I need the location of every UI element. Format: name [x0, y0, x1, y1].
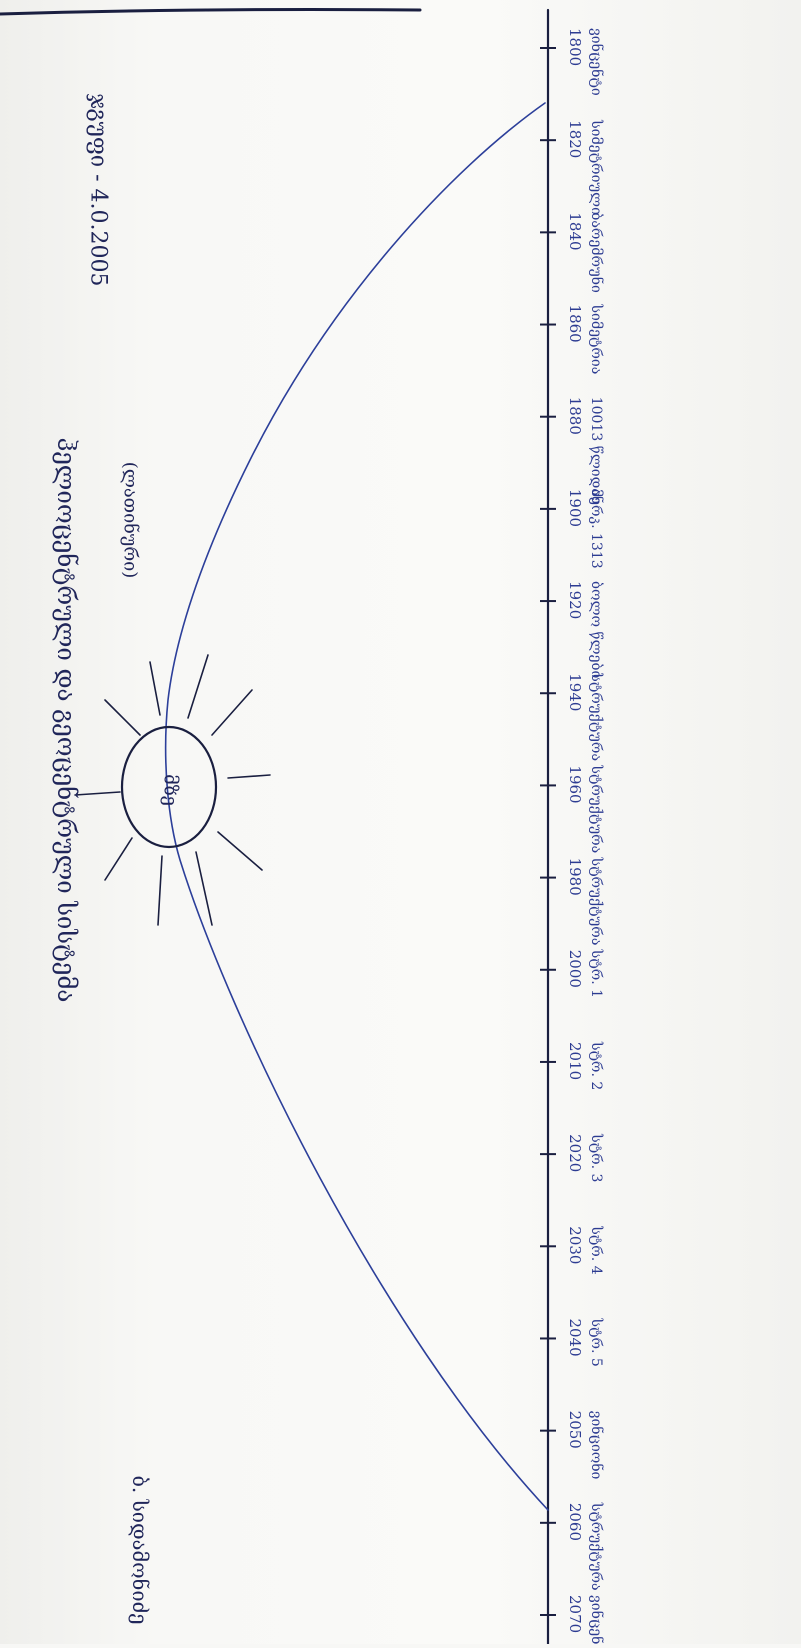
- author-signature: ბ. სიდამონიძე: [128, 1475, 152, 1625]
- tick-sublabel: სტრუქტურა: [588, 857, 605, 946]
- tick-sublabel: ბარემრუნი: [588, 212, 606, 293]
- header-title: ჰელიოცენტრული და გეოცენტრული სისტემა: [52, 437, 80, 1003]
- tick-sublabel: ბოლო წლები: [588, 581, 605, 678]
- tick-label: 2040: [566, 1318, 584, 1356]
- tick-label: 1840: [566, 212, 584, 250]
- tick-label: 2060: [566, 1503, 584, 1541]
- tick-sublabel: სტრ. 1: [588, 949, 605, 998]
- tick-label: 2070: [566, 1595, 584, 1633]
- tick-label-group: 2020 სტრ. 3: [566, 1133, 605, 1182]
- tick-label-group: 1820 სიმეტრიული: [566, 119, 605, 215]
- tick-sublabel: 10013 წლიდან: [588, 397, 606, 504]
- tick-label-group: 1960 სტრუქტურა: [566, 764, 605, 853]
- tick-label-group: 1860 სიმეტრია: [566, 304, 605, 375]
- tick-label-group: 2070 ვინცენტი: [566, 1595, 606, 1648]
- tick-label: 1820: [566, 120, 584, 158]
- tick-label: 1880: [566, 397, 584, 435]
- tick-label: 1960: [566, 765, 584, 803]
- tick-label: 1860: [566, 305, 584, 343]
- tick-sublabel: მერკ. 1313: [588, 489, 605, 569]
- tick-sublabel: სიმეტრია: [588, 304, 605, 375]
- tick-label: 2020: [566, 1134, 584, 1172]
- tick-label-group: 2060 სტრუქტურა: [566, 1502, 605, 1591]
- tick-label: 1800: [566, 28, 584, 66]
- paper-edge: [0, 8, 422, 16]
- tick-label-group: 2030 სტრ. 4: [566, 1225, 605, 1274]
- tick-sublabel: ვინცენტი: [588, 28, 606, 96]
- tick-label: 2000: [566, 950, 584, 988]
- tick-label-group: 2040 სტრ. 5: [566, 1317, 605, 1366]
- date-note: ჯგუფი - 4.0.2005: [85, 93, 111, 287]
- tick-sublabel: სტრ. 5: [588, 1317, 605, 1366]
- tick-sublabel: სტრუქტურა: [588, 672, 605, 761]
- tick-label: 2030: [566, 1226, 584, 1264]
- tick-label: 1900: [566, 489, 584, 527]
- tick-label-group: 2010 სტრ. 2: [566, 1041, 605, 1090]
- tick-sublabel: სტრუქტურა: [588, 764, 605, 853]
- tick-label: 1980: [566, 858, 584, 896]
- tick-label: 2050: [566, 1411, 584, 1449]
- tick-label-group: 2000 სტრ. 1: [566, 949, 605, 998]
- tick-sublabel: სტრ. 4: [588, 1225, 605, 1274]
- sun-label: მზე: [159, 774, 181, 806]
- tick-sublabel: სტრ. 2: [588, 1041, 605, 1090]
- tick-sublabel: სტრუქტურა: [588, 1502, 605, 1591]
- tick-label-group: 1980 სტრუქტურა: [566, 857, 605, 946]
- orbit-curve: [164, 102, 549, 1511]
- tick-label: 1940: [566, 673, 584, 711]
- tick-sublabel: ვინციონი: [588, 1411, 606, 1480]
- tick-label-group: 1940 სტრუქტურა: [566, 672, 605, 761]
- tick-sublabel: ვინცენტი: [588, 1595, 606, 1644]
- tick-sublabel: სიმეტრიული: [588, 119, 605, 215]
- sun-icon: [74, 654, 271, 926]
- tick-label-group: 1900 მერკ. 1313: [566, 489, 605, 569]
- tick-label-group: 2050 ვინციონი: [566, 1411, 606, 1480]
- sun-note: (ლათინური): [119, 461, 141, 579]
- tick-sublabel: სტრ. 3: [588, 1133, 605, 1182]
- tick-label-group: 1880 10013 წლიდან: [566, 397, 606, 504]
- tick-label-group: 1800 ვინცენტი: [566, 28, 606, 96]
- tick-label: 2010: [566, 1042, 584, 1080]
- tick-label-group: 1920 ბოლო წლები: [566, 581, 605, 678]
- tick-label: 1920: [566, 581, 584, 619]
- tick-label-group: 1840 ბარემრუნი: [566, 212, 606, 293]
